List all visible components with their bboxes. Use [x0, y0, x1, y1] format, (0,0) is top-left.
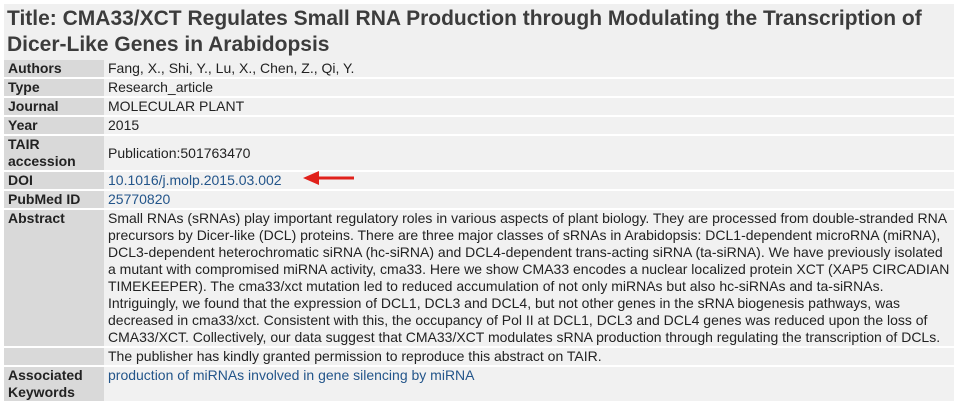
abstract-permission-label-spacer: [4, 348, 104, 365]
doi-label: DOI: [4, 172, 104, 189]
abstract-value-cell: Small RNAs (sRNAs) play important regula…: [104, 210, 954, 346]
keywords-label: Associated Keywords: [4, 367, 104, 401]
page-title: Title: CMA33/XCT Regulates Small RNA Pro…: [7, 7, 922, 56]
title-block: Title: CMA33/XCT Regulates Small RNA Pro…: [4, 4, 954, 60]
row-type: Type Research_article: [4, 79, 954, 96]
abstract-text: Small RNAs (sRNAs) play important regula…: [108, 210, 950, 345]
year-value: 2015: [104, 117, 954, 134]
tair-accession-value: Publication:501763470: [104, 136, 954, 170]
year-label: Year: [4, 117, 104, 134]
abstract-label: Abstract: [4, 210, 104, 346]
row-year: Year 2015: [4, 117, 954, 134]
journal-label: Journal: [4, 98, 104, 115]
abstract-permission-cell: The publisher has kindly granted permiss…: [104, 348, 954, 365]
row-journal: Journal MOLECULAR PLANT: [4, 98, 954, 115]
keyword-link[interactable]: production of miRNAs involved in gene si…: [108, 367, 475, 383]
doi-link[interactable]: 10.1016/j.molp.2015.03.002: [108, 172, 282, 188]
pubmed-value-cell: 25770820: [104, 191, 954, 208]
publication-detail-table: Authors Fang, X., Shi, Y., Lu, X., Chen,…: [4, 58, 954, 403]
type-label: Type: [4, 79, 104, 96]
journal-value: MOLECULAR PLANT: [104, 98, 954, 115]
doi-value-cell: 10.1016/j.molp.2015.03.002: [104, 172, 954, 189]
pubmed-link[interactable]: 25770820: [108, 191, 171, 207]
row-tair-accession: TAIR accession Publication:501763470: [4, 136, 954, 170]
row-keywords: Associated Keywords production of miRNAs…: [4, 367, 954, 401]
row-abstract: Abstract Small RNAs (sRNAs) play importa…: [4, 210, 954, 346]
row-abstract-permission: The publisher has kindly granted permiss…: [4, 348, 954, 365]
row-pubmed: PubMed ID 25770820: [4, 191, 954, 208]
authors-value: Fang, X., Shi, Y., Lu, X., Chen, Z., Qi,…: [104, 60, 954, 77]
pubmed-label: PubMed ID: [4, 191, 104, 208]
keywords-value-cell: production of miRNAs involved in gene si…: [104, 367, 954, 401]
row-authors: Authors Fang, X., Shi, Y., Lu, X., Chen,…: [4, 60, 954, 77]
type-value: Research_article: [104, 79, 954, 96]
row-doi: DOI 10.1016/j.molp.2015.03.002: [4, 172, 954, 189]
authors-label: Authors: [4, 60, 104, 77]
abstract-permission-text: The publisher has kindly granted permiss…: [108, 348, 602, 364]
tair-accession-label: TAIR accession: [4, 136, 104, 170]
arrow-left-icon: [303, 171, 354, 185]
